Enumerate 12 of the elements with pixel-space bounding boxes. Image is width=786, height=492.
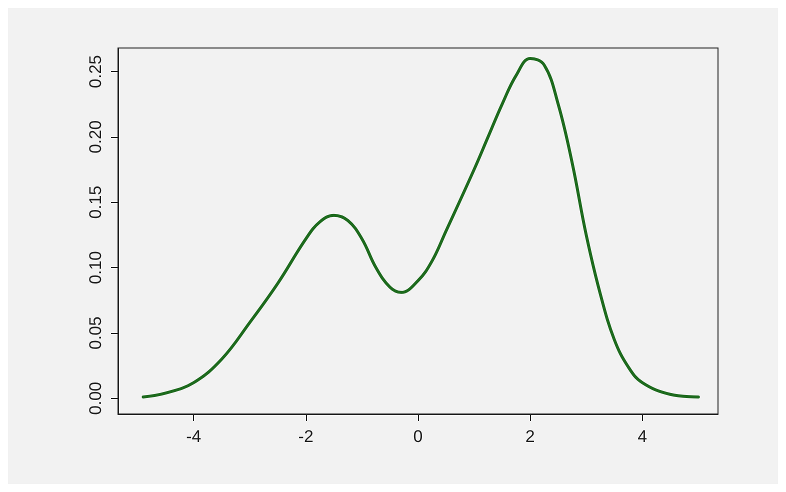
y-tick-label: 0.20 [86,120,105,154]
x-tick-label: -4 [186,427,202,446]
x-tick-label: 0 [413,427,423,446]
x-tick-label: 4 [638,427,648,446]
x-tick-label: -2 [298,427,314,446]
x-tick-label: 2 [525,427,535,446]
y-tick-label: 0.25 [86,54,105,88]
line-series [142,56,700,399]
y-tick-label: 0.00 [86,382,105,415]
y-tick-label: 0.10 [86,251,105,284]
y-tick-label: 0.05 [86,316,105,350]
y-tick-label: 0.15 [86,186,105,219]
